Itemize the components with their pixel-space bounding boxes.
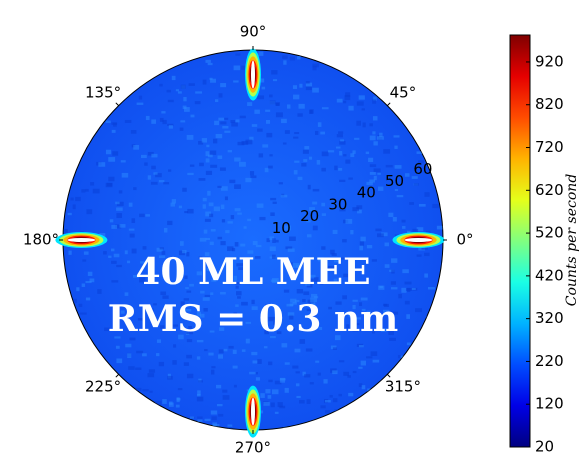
colorbar-tick-label: 20 [535,438,554,456]
colorbar-tick-label: 520 [535,224,564,242]
colorbar-tick-label: 220 [535,352,564,370]
r-tick-label: 20 [300,207,319,225]
theta-tick [386,373,391,378]
r-tick-label: 50 [385,172,404,190]
theta-tick-label: 135° [85,83,121,101]
colorbar-tick-label: 720 [535,138,564,156]
theta-tick-label: 90° [240,23,267,41]
annotation: 40 ML MEE [135,251,370,293]
annotation: RMS = 0.3 nm [108,298,398,340]
theta-tick-label: 180° [23,231,59,249]
spot [245,385,261,438]
theta-tick-label: 225° [85,378,121,396]
r-tick-label: 10 [272,219,291,237]
colorbar-tick-label: 420 [535,266,564,284]
theta-tick-label: 270° [235,439,271,457]
colorbar-tick-label: 120 [535,395,564,413]
theta-tick-label: 315° [385,378,421,396]
colorbar-tick-label: 920 [535,52,564,70]
theta-tick [115,373,120,378]
colorbar-tick-label: 320 [535,309,564,327]
colorbar-label: Counts per second [564,174,580,307]
r-tick-label: 60 [413,160,432,178]
theta-tick-label: 0° [456,231,473,249]
colorbar [509,34,531,448]
r-tick-label: 40 [357,184,376,202]
r-tick-label: 30 [328,195,347,213]
spot [392,232,445,248]
colorbar-tick-label: 820 [535,95,564,113]
theta-tick-label: 45° [390,83,417,101]
colorbar-tick-label: 620 [535,181,564,199]
spot [245,48,261,101]
theta-tick [115,102,120,107]
spot [55,232,108,248]
theta-tick [386,102,391,107]
